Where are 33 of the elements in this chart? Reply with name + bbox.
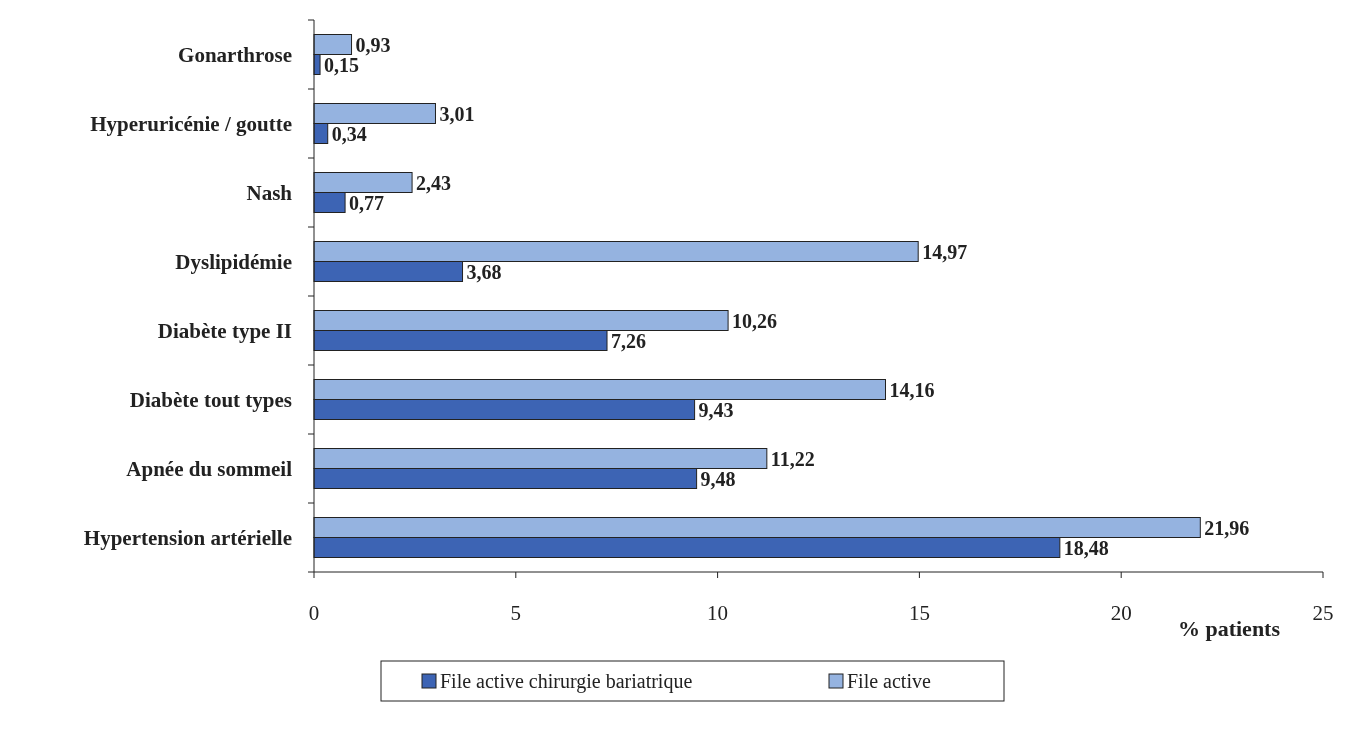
y-tick-label: Hyperuricénie / goutte <box>90 111 292 136</box>
data-label: 7,26 <box>611 329 647 352</box>
data-label: 0,34 <box>331 122 367 145</box>
data-label: 0,77 <box>349 191 385 214</box>
data-label: 14,97 <box>922 240 968 263</box>
y-tick-label: Diabète type II <box>157 318 292 343</box>
x-tick-label: 5 <box>510 601 522 625</box>
y-tick-label: Apnée du sommeil <box>126 456 293 481</box>
x-axis-title: % patients <box>1177 616 1281 641</box>
data-label: 10,26 <box>732 309 778 332</box>
y-tick-label: Dyslipidémie <box>175 249 292 274</box>
x-tick-label: 15 <box>908 601 930 625</box>
x-tick-label: 25 <box>1312 601 1334 625</box>
data-label: 21,96 <box>1204 516 1250 539</box>
data-label: 3,68 <box>466 260 502 283</box>
data-label: 18,48 <box>1063 536 1109 559</box>
data-label: 11,22 <box>770 447 815 470</box>
y-tick-label: Gonarthrose <box>178 42 292 67</box>
data-label: 9,43 <box>698 398 734 421</box>
x-tick-label: 10 <box>707 601 729 625</box>
x-tick-label: 0 <box>308 601 320 625</box>
data-label: 2,43 <box>416 171 452 194</box>
data-label: 14,16 <box>889 378 935 401</box>
legend-label: File active <box>847 670 931 692</box>
y-tick-label: Nash <box>246 180 293 205</box>
data-label: 3,01 <box>439 102 475 125</box>
legend-label: File active chirurgie bariatrique <box>440 670 693 693</box>
data-label: 0,15 <box>324 53 360 76</box>
y-tick-label: Hypertension artérielle <box>83 525 292 550</box>
y-tick-label: Diabète tout types <box>129 387 292 412</box>
x-tick-label: 20 <box>1110 601 1132 625</box>
data-label: 0,93 <box>355 33 391 56</box>
data-label: 9,48 <box>700 467 736 490</box>
